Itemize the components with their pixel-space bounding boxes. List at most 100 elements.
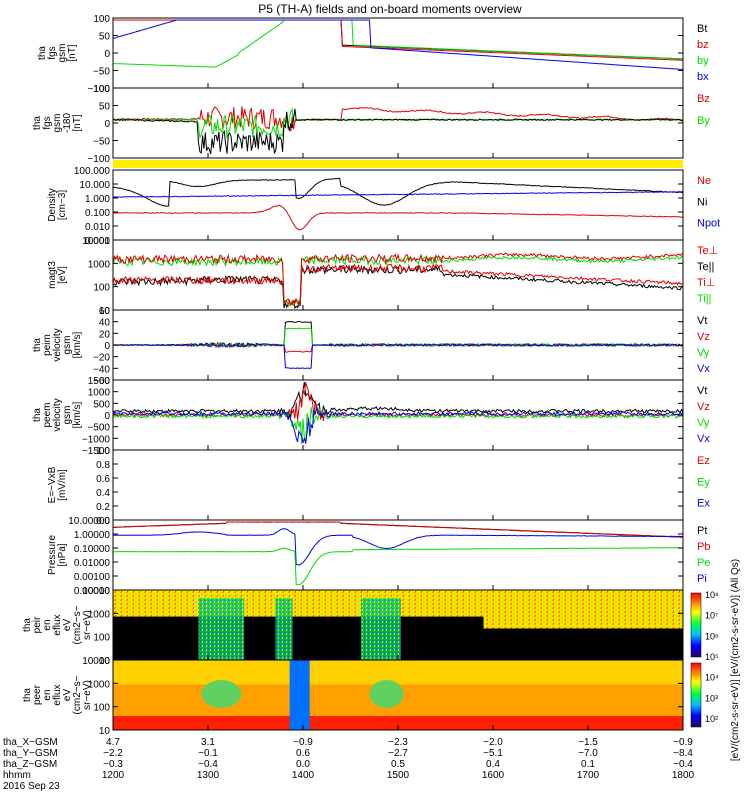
series-Bz-line	[112, 106, 684, 132]
y-axis-label: velocity	[52, 398, 63, 431]
colorbar-label: [eV/(cm2-s-sr-eV)] [eV/(cm2-s-sr-eV)] (A…	[730, 559, 741, 761]
x-axis-tick-label: −0.1	[198, 748, 218, 759]
y-axis-label: tha	[37, 46, 48, 60]
y-tick-label: 0.01000	[74, 558, 111, 569]
y-axis-label: [mV/m]	[57, 469, 68, 501]
date-label: 2016 Sep 23	[3, 781, 60, 792]
panel-frame	[112, 87, 684, 159]
panel-fgs-gse: 100 50 0 −50 −100 tha fgs gsm -180 [nT] Bz By	[32, 84, 710, 165]
y-axis-label: [nPa]	[57, 543, 68, 567]
panel-frame	[112, 169, 684, 241]
x-axis-tick-label: 1700	[577, 770, 600, 781]
legend-entry: Ne	[697, 175, 711, 187]
series-Te-line	[112, 262, 684, 308]
legend-entry: Npot	[697, 218, 720, 230]
y-tick-label: −50	[93, 137, 110, 148]
y-axis-label: eflux	[52, 614, 63, 635]
x-axis-tick-label: −0.4	[673, 759, 693, 770]
x-axis-tick-label: −0.4	[198, 759, 218, 770]
y-tick-label: 0.6	[96, 474, 110, 485]
y-tick-label: −100	[87, 154, 110, 165]
y-axis-label: peim	[42, 334, 53, 356]
legend-entry: Pt	[697, 525, 707, 537]
y-tick-label: −100	[87, 84, 110, 95]
y-axis-label: fgs	[47, 46, 58, 59]
x-axis-tick-label: −0.9	[673, 737, 693, 748]
panel-temperature: 10000 1000 100 10 magt3 [eV] Te⊥ Te|| Ti⊥ Ti||	[47, 236, 718, 317]
x-axis-tick-label: 1400	[292, 770, 315, 781]
y-axis-label: E=−VxB	[47, 466, 58, 503]
y-tick-label: −1500	[82, 446, 111, 457]
x-axis-tick-label: 4.7	[106, 737, 120, 748]
y-axis-label: peem	[42, 402, 53, 427]
y-tick-label: 0.00010	[74, 586, 111, 597]
y-tick-label: 0.010	[85, 222, 110, 233]
legend-entry: Vy	[697, 417, 710, 429]
x-axis-tick-label: 0.1	[581, 759, 595, 770]
panel-pressure: 10.000001.000000.100000.010000.001000.00…	[47, 516, 710, 597]
x-axis-tick-label: −8.4	[673, 748, 693, 759]
y-tick-label: −500	[87, 423, 110, 434]
x-axis-tick-label: 0.4	[486, 759, 500, 770]
series-Pi-line	[112, 528, 684, 566]
y-tick-label: 10.000	[79, 180, 110, 191]
y-tick-label: 1.000	[85, 194, 110, 205]
y-axis-label: [cm−3]	[57, 190, 68, 221]
spectrogram-feature	[275, 598, 293, 660]
legend-entry: Te⊥	[697, 245, 718, 257]
y-axis-label: [km/s]	[72, 331, 83, 358]
legend-entry: Ey	[697, 476, 710, 488]
legend-entry: Te||	[697, 261, 714, 273]
y-axis-label: eV	[62, 689, 73, 702]
x-axis-tick-label: 1300	[197, 770, 220, 781]
legend-entry: bx	[697, 71, 709, 83]
series-Vx-line	[112, 341, 684, 370]
y-axis-label: tha	[32, 338, 43, 352]
x-axis-tick-label: −0.3	[103, 759, 123, 770]
x-axis-tick-label: −2.7	[388, 748, 408, 759]
panel-efield: 1.0 0.8 0.6 0.4 0.2 0.0 E=−VxB [mV/m] Ez Ey Ex	[47, 446, 710, 527]
y-tick-label: −40	[93, 364, 110, 375]
y-axis-label: velocity	[52, 328, 63, 361]
panel-fgs-gsm: 100 50 0 −50 −100 tha fgs gsm [nT] Bt bz by bx	[37, 14, 709, 95]
series-Vy-line	[112, 407, 684, 445]
x-axis-tick-label: 1800	[672, 770, 695, 781]
y-axis-label: tha	[32, 116, 43, 130]
spectrogram-feature	[360, 598, 401, 660]
y-axis-label: sr−eV)	[82, 680, 93, 710]
y-tick-label: 0.2	[96, 502, 110, 513]
colorbar-tick-label: 10²	[705, 714, 718, 724]
legend-entry: Pb	[697, 541, 710, 553]
colorbar-tick-label: 10³	[705, 693, 718, 703]
legend-entry: Vz	[697, 331, 710, 343]
spectrogram-feature	[198, 598, 245, 660]
panel-peir-spec: 10000 1000 100 10 tha peir en eflux eV (cm2−s− sr−…	[22, 586, 702, 667]
y-axis-label: Pressure	[47, 535, 58, 575]
y-axis-label: eV	[62, 619, 73, 632]
y-axis-label: [km/s]	[72, 401, 83, 428]
colorbar-tick-label: 10⁷	[705, 611, 718, 621]
y-tick-label: −60	[93, 376, 110, 387]
spectrogram-high-energy	[113, 660, 683, 685]
x-axis-tick-label: 0.5	[391, 759, 405, 770]
x-axis-tick-label: 1200	[102, 770, 125, 781]
panel-density: 100.000 10.000 1.000 0.100 0.010 0.001 Density…	[47, 166, 720, 247]
series-By-line	[112, 107, 684, 140]
y-tick-label: 0.001	[85, 236, 110, 247]
y-axis-label: (cm2−s−	[72, 605, 83, 644]
y-axis-label: magt3	[47, 261, 58, 289]
spectrogram-late-flux	[483, 590, 683, 629]
x-axis-tick-label: 3.1	[201, 737, 215, 748]
series-Ne-line	[112, 204, 684, 231]
y-tick-label: 100	[93, 283, 110, 294]
y-tick-label: 1000	[88, 679, 111, 690]
colorbar-tick-label: 10⁴	[705, 673, 719, 683]
y-tick-label: 10	[99, 306, 111, 317]
legend-entry: Vy	[697, 347, 710, 359]
y-tick-label: 0.100	[85, 208, 110, 219]
y-axis-label: peir	[32, 616, 43, 633]
legend-entry: Vx	[697, 433, 710, 445]
legend-entry: bz	[697, 39, 709, 51]
